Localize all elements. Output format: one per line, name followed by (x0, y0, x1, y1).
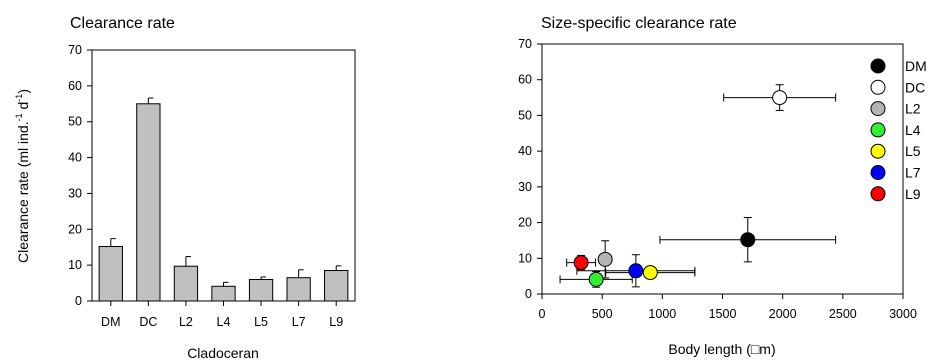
legend-label-l5: L5 (905, 143, 921, 159)
bar-y-axis-label-end: ) (15, 89, 31, 94)
legend-label-dc: DC (905, 79, 925, 95)
scatter-y-tick-label: 30 (518, 180, 532, 194)
bar-l4 (211, 285, 236, 302)
clearance-rate-chart: Clearance rate 0 10 20 30 40 50 60 70 DM DC L2 L4 L5… (14, 15, 356, 361)
point-l9 (573, 255, 589, 271)
legend-marker-l5 (870, 143, 886, 159)
point-l5 (642, 265, 658, 281)
bar-x-tick-label: DM (101, 315, 120, 329)
scatter-y-tick-label: 50 (518, 108, 532, 122)
bar-y-tick-label: 10 (68, 258, 82, 272)
scatter-x-tick-label: 500 (592, 307, 613, 321)
scatter-y-tick-label: 20 (518, 216, 532, 230)
scatter-x-tick-label: 3000 (889, 307, 917, 321)
bar-plot-frame (91, 49, 356, 302)
bar-y-axis-label-sup1: -1 (14, 113, 24, 121)
scatter-plot-area: 0 10 20 30 40 50 60 70 0 500 1000 1500 2000 2500 3000 (518, 37, 917, 321)
bar-x-tick-label: L7 (292, 315, 306, 329)
size-specific-clearance-chart: Size-specific clearance rate 0 10 20 30 40 50… (518, 15, 927, 357)
bar-y-tick-label: 70 (68, 43, 82, 57)
bar-l7 (286, 277, 311, 302)
bar-plot-area: 0 10 20 30 40 50 60 70 DM DC L2 L4 L5 L7 L9 (68, 43, 356, 329)
scatter-legend: DM DC L2 L4 L5 L7 L9 (870, 58, 927, 202)
scatter-chart-title: Size-specific clearance rate (541, 15, 737, 32)
scatter-plot-frame (541, 43, 904, 295)
legend-label-dm: DM (905, 58, 927, 74)
legend-label-l7: L7 (905, 165, 921, 181)
bar-y-axis-label: Clearance rate (ml ind.-1 d-1) (14, 89, 31, 263)
bar-y-axis-label-mid: d (15, 102, 31, 114)
scatter-y-tick-label: 70 (518, 37, 532, 51)
scatter-y-tick-label: 60 (518, 73, 532, 87)
bar-y-tick-label: 50 (68, 115, 82, 129)
point-dm (740, 232, 756, 248)
bar-y-tick-label: 30 (68, 186, 82, 200)
scatter-x-tick-label: 2500 (829, 307, 857, 321)
bar-x-axis-label: Cladoceran (187, 345, 259, 361)
legend-marker-l4 (870, 122, 886, 138)
bar-y-axis-label-main: Clearance rate (ml ind. (15, 121, 31, 263)
scatter-y-tick-label: 10 (518, 251, 532, 265)
legend-marker-l7 (870, 165, 886, 180)
scatter-y-tick-label: 0 (525, 287, 532, 301)
bar-y-tick-label: 60 (68, 79, 82, 93)
scatter-x-tick-label: 2000 (769, 307, 797, 321)
point-dc (772, 90, 788, 106)
bar-chart-title: Clearance rate (70, 15, 175, 32)
point-l4 (588, 271, 604, 287)
scatter-x-tick-label: 1000 (648, 307, 676, 321)
point-l7 (628, 263, 644, 279)
legend-marker-l9 (870, 186, 886, 202)
bar-x-tick-label: L9 (329, 315, 343, 329)
bar-x-tick-label: L2 (179, 315, 193, 329)
bar-l2 (173, 265, 199, 302)
point-l2 (597, 251, 613, 267)
bar-y-tick-label: 20 (68, 222, 82, 236)
bar-l5 (248, 278, 274, 302)
scatter-x-tick-label: 1500 (709, 307, 737, 321)
bar-x-tick-label: DC (139, 315, 157, 329)
bar-y-axis-label-sup2: -1 (14, 94, 24, 102)
bar-x-tick-label: L4 (217, 315, 231, 329)
bar-x-tick-label: L5 (254, 315, 268, 329)
bar-y-tick-label: 0 (75, 294, 82, 308)
bar-dm (98, 245, 123, 302)
legend-marker-l2 (870, 101, 886, 117)
legend-label-l4: L4 (905, 122, 921, 138)
scatter-x-axis-label: Body length (□m) (668, 341, 775, 357)
scatter-y-tick-label: 40 (518, 144, 532, 158)
legend-label-l9: L9 (905, 186, 921, 202)
scatter-x-tick-label: 0 (539, 307, 546, 321)
legend-marker-dc (870, 79, 886, 95)
bar-y-tick-label: 40 (68, 151, 82, 165)
legend-marker-dm (870, 58, 886, 74)
bar-l9 (324, 270, 349, 302)
legend-label-l2: L2 (905, 101, 921, 117)
bar-dc (136, 103, 161, 302)
